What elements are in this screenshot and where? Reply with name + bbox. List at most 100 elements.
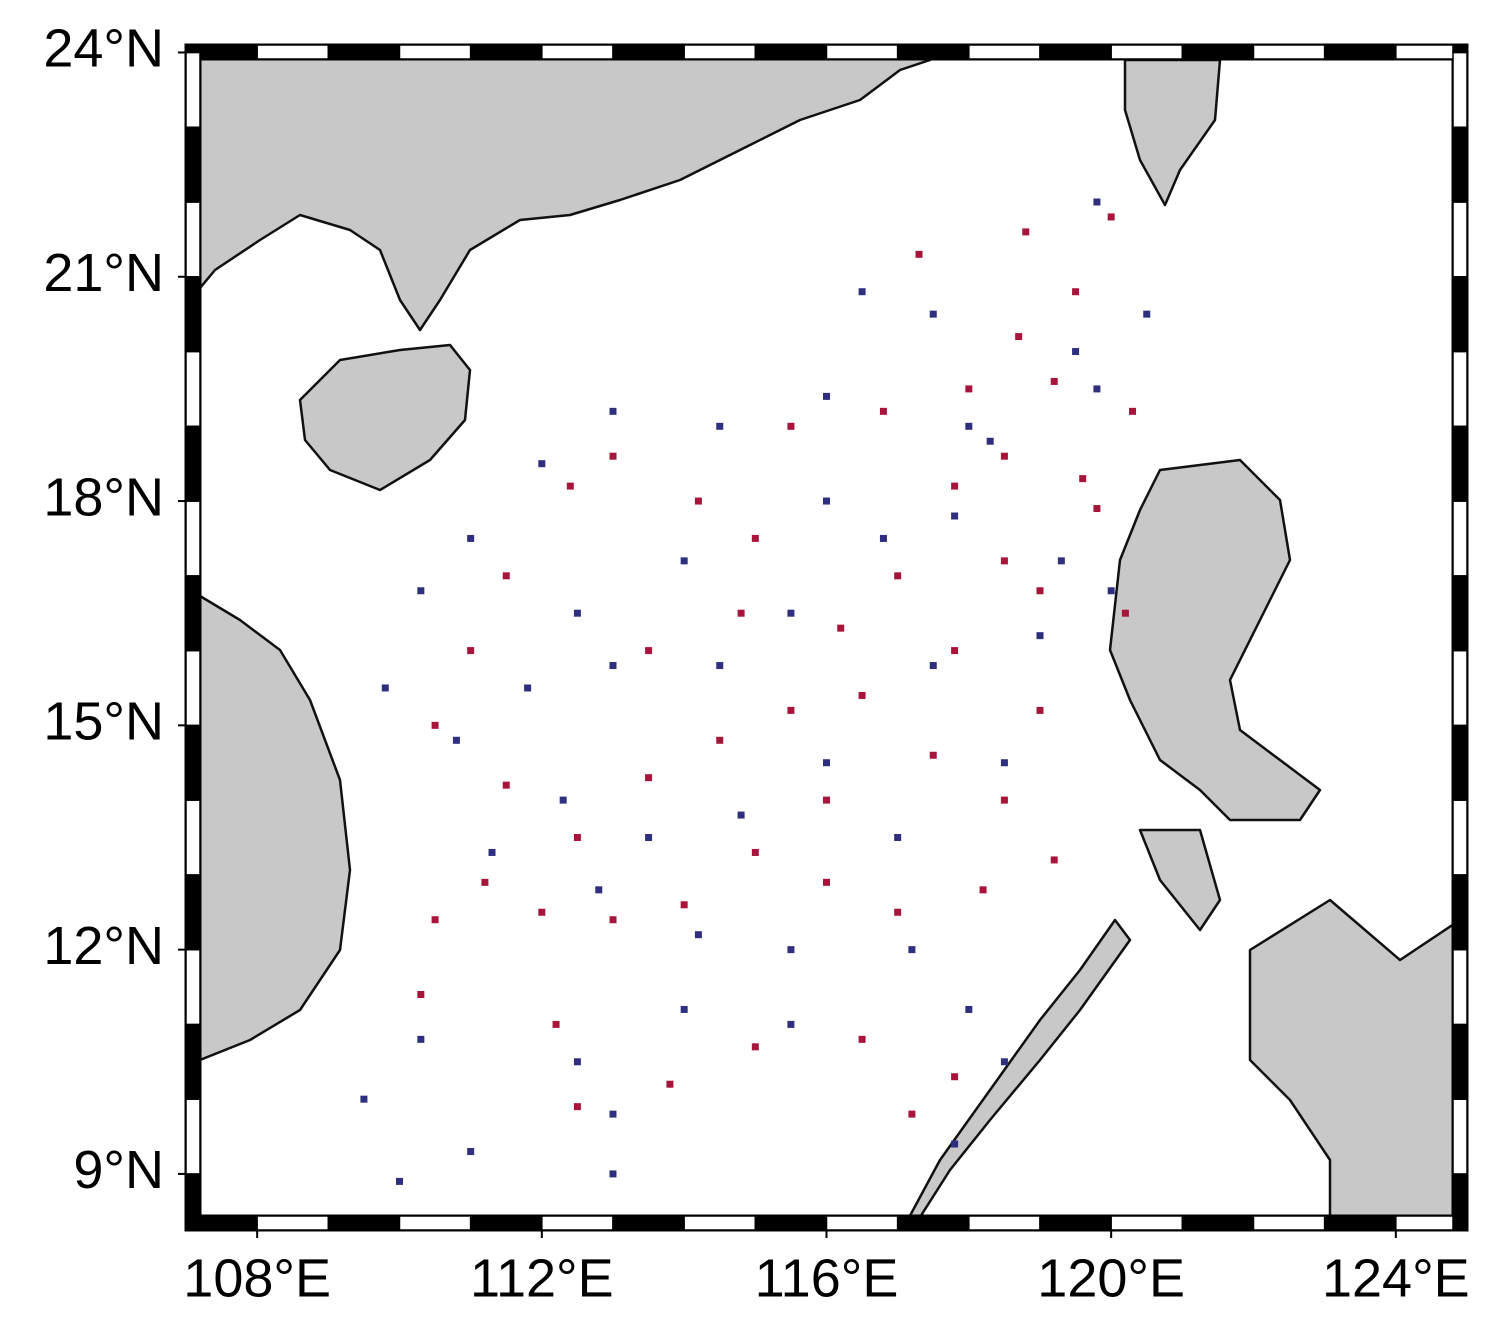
frame-segment [469,1215,543,1231]
drifter-point [680,1005,688,1013]
drifter-point [823,796,830,804]
drifter-point [573,833,581,841]
y-tick-label: 9°N [73,1140,164,1200]
drifter-point [502,781,510,789]
frame-segment [968,1215,1041,1231]
frame-segment [1039,1215,1112,1231]
frame-segment [541,44,614,60]
mindoro [1138,828,1222,932]
drifter-point [879,534,887,542]
drifter-point [894,833,902,841]
drifter-point [552,1020,560,1028]
drifter-point [915,250,923,258]
taiwan [1123,59,1222,207]
drifter-point [894,572,902,580]
drifter-point [986,437,994,445]
drifter-point [823,878,830,886]
drifter-point [1093,198,1101,206]
drifter-point [1129,407,1137,415]
drifter-point [417,1035,425,1043]
drifter-point [951,1140,959,1148]
drifter-point [609,452,617,460]
drifter-point [751,848,759,856]
drifter-point [467,647,475,655]
frame-segment [1452,649,1468,727]
frame-segment [825,44,899,60]
drifter-point [716,736,724,744]
drifter-point [1000,452,1008,460]
drifter-point [573,1103,581,1111]
drifter-point [1072,288,1080,296]
drifter-point [645,833,653,841]
drifter-point [481,878,489,886]
drifter-point [737,609,745,617]
drifter-point [538,908,546,916]
drifter-point [1036,587,1044,595]
drifter-point [524,684,532,692]
frame-segment [1452,1173,1468,1231]
frame-segment [185,575,201,652]
frame-segment [1323,1215,1397,1231]
frame-segment [185,350,201,428]
frame-segment [968,44,1041,60]
frame-segment [541,1215,614,1231]
frame-segment [683,44,757,60]
drifter-point [787,1020,795,1028]
palawan [908,918,1132,1216]
vietnam [200,594,352,1062]
drifter-point [609,662,617,670]
frame-segment [185,126,201,203]
drifter-point [751,1043,759,1051]
drifter-point [908,1110,916,1118]
drifter-point [951,512,959,520]
frame-segment [185,799,201,876]
frame-segment [1452,1023,1468,1100]
frame-segment [185,1173,201,1231]
drifter-point [1093,505,1101,513]
drifter-point [894,908,902,916]
drifter-point [566,482,574,490]
hainan [298,343,472,492]
drifter-point [858,288,866,296]
x-tick-label: 120°E [1037,1248,1185,1308]
frame-segment [1110,44,1184,60]
frame-segment [185,201,201,278]
frame-segment [612,44,685,60]
frame-segment [1452,575,1468,652]
frame-segment [1452,799,1468,876]
drifter-point [929,310,937,318]
drifter-point [645,774,653,782]
frame-segment [1181,1215,1255,1231]
points [360,198,1151,1216]
drifter-point [1107,587,1115,595]
drifter-point [751,534,759,542]
frame-segment [825,1215,899,1231]
frame-segment [1181,44,1255,60]
drifter-point [965,1005,973,1013]
drifter-point [559,796,567,804]
frame-segment [185,276,201,353]
frame-segment [1452,948,1468,1026]
frame-segment [185,1098,201,1175]
frame-segment [1452,874,1468,951]
frame-segment [1323,44,1397,60]
drifter-point [502,572,510,580]
drifter-point [716,422,724,430]
drifter-point [467,1147,475,1155]
drifter-point [879,407,887,415]
drifter-point [467,534,475,542]
frame-segment [469,44,543,60]
frame-segment [1452,350,1468,428]
drifter-point [431,721,439,729]
frame-segment [185,51,201,128]
frame-segment [1452,1098,1468,1175]
drifter-point [609,916,617,924]
drifter-point [645,647,653,655]
drifter-point [694,497,702,505]
drifter-point [609,1170,617,1178]
frame-segment [1039,44,1112,60]
drifter-point [694,931,702,939]
drifter-point [908,946,916,954]
frame-segment [185,724,201,801]
drifter-point [1143,310,1151,318]
